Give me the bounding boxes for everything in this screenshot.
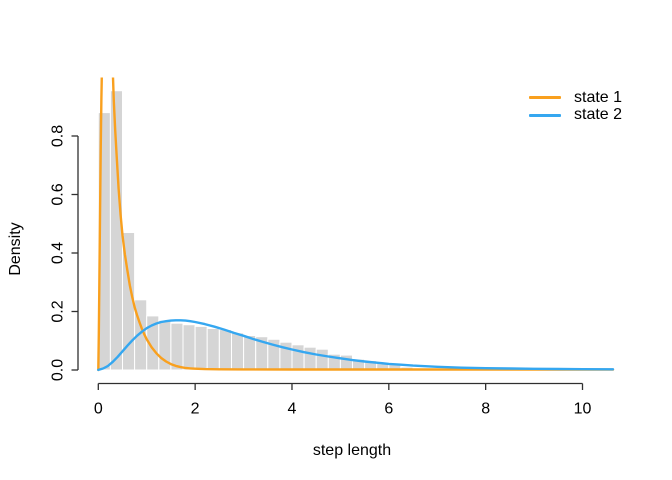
histogram-bar — [315, 348, 329, 371]
y-axis-title: Density — [7, 222, 24, 276]
histogram-bar — [206, 328, 220, 371]
histogram-bar — [170, 322, 184, 371]
x-tick-label: 8 — [481, 401, 490, 418]
x-tick-label: 10 — [574, 401, 592, 418]
histogram-bar — [182, 324, 196, 371]
x-tick-label: 0 — [94, 401, 103, 418]
x-tick-label: 2 — [191, 401, 200, 418]
y-tick-label: 0.4 — [50, 242, 67, 264]
histogram-bar — [231, 332, 245, 371]
y-tick-label: 0.6 — [50, 183, 67, 205]
histogram-bar — [194, 325, 208, 371]
state-1-line-swatch — [529, 96, 561, 100]
x-axis: 0 2 4 6 8 10 — [94, 382, 592, 418]
legend-label-state-1: state 1 — [574, 88, 623, 106]
histogram-bar — [291, 344, 305, 371]
x-tick-label: 4 — [288, 401, 297, 418]
state-1-curve — [97, 77, 615, 372]
histogram-bar — [218, 329, 232, 371]
y-axis: 0.0 0.2 0.4 0.6 0.8 — [50, 125, 79, 381]
y-tick-label: 0.8 — [50, 125, 67, 147]
histogram-bar — [303, 346, 317, 371]
y-tick-label: 0.0 — [50, 359, 67, 381]
histogram-bar — [243, 335, 257, 371]
legend-item-state-1: state 1 — [529, 89, 622, 107]
legend: state 1 state 2 — [529, 89, 622, 124]
state-2-line-swatch — [529, 113, 561, 117]
density-curves — [97, 77, 615, 372]
histogram-bar — [339, 354, 353, 371]
y-tick-label: 0.2 — [50, 300, 67, 322]
state-2-curve — [97, 319, 615, 372]
legend-item-state-2: state 2 — [529, 107, 622, 125]
legend-label-state-2: state 2 — [574, 106, 623, 124]
x-tick-label: 6 — [384, 401, 393, 418]
x-axis-title: step length — [312, 442, 392, 459]
